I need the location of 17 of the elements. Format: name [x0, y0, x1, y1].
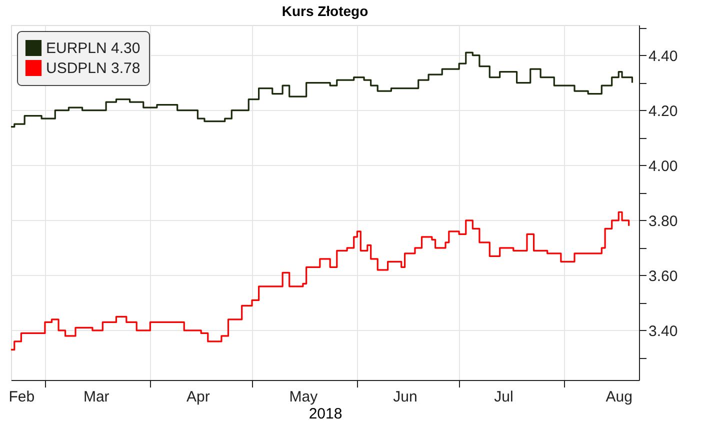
y-tick-label: 3.60 — [648, 268, 678, 285]
y-tick-label: 4.00 — [648, 158, 678, 175]
legend-label: USDPLN 3.78 — [46, 60, 140, 77]
x-tick-label: Jul — [494, 388, 514, 406]
x-tick-label: Mar — [83, 388, 110, 406]
legend-label: EURPLN 4.30 — [46, 40, 140, 57]
y-tick-label: 4.40 — [648, 48, 678, 65]
y-tick-label: 3.40 — [648, 322, 678, 340]
x-tick-label: Apr — [186, 388, 210, 406]
x-tick-label: Feb — [8, 388, 35, 406]
x-tick-label: Aug — [606, 388, 632, 406]
chart-title: Kurs Złotego — [282, 2, 368, 19]
x-tick-label: May — [289, 388, 318, 406]
y-tick-label: 3.80 — [648, 212, 678, 230]
x-tick-label: Jun — [393, 388, 418, 406]
y-tick-label: 4.20 — [648, 102, 678, 120]
x-axis-title: 2018 — [308, 406, 342, 422]
